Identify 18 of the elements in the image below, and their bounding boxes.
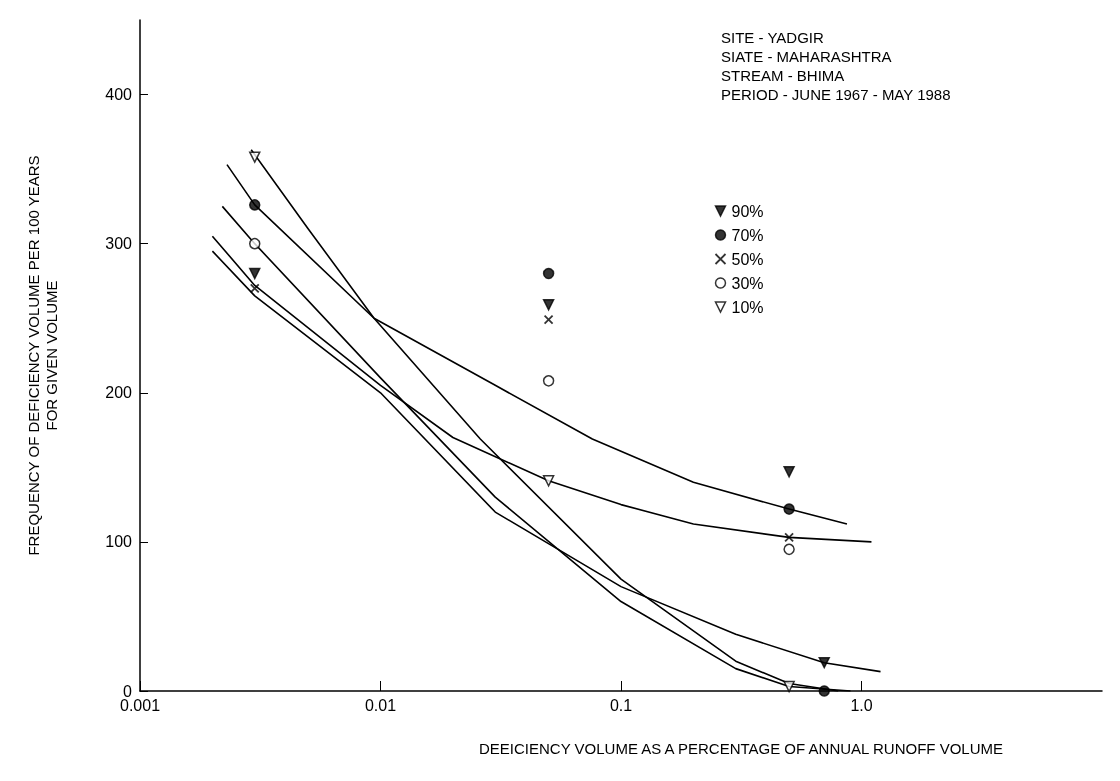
legend-label: 30% (731, 274, 764, 292)
annotation: PERIOD - JUNE 1967 - MAY 1988 (721, 86, 951, 103)
y-tick-label: 400 (105, 86, 133, 104)
annotation: SITE - YADGIR (721, 29, 824, 46)
x-tick-label: 0.01 (364, 696, 397, 714)
x-tick-label: 1.0 (850, 696, 873, 714)
legend-label: 50% (731, 250, 764, 268)
legend-label: 10% (731, 298, 764, 316)
x-tick-label: 0.1 (609, 696, 633, 714)
legend-label: 70% (731, 226, 764, 244)
y-tick-label: 200 (105, 384, 133, 402)
x-axis-title: DEEICIENCY VOLUME AS A PERCENTAGE OF ANNUAL RUNOFF VOLUME (478, 740, 1004, 757)
annotation: STREAM - BHIMA (721, 67, 845, 84)
y-axis-title: FREQUENCY OF DEFICIENCY VOLUME PER 100 YEARS FOR GIVEN VOLUME (24, 155, 60, 556)
y-tick-label: 300 (105, 235, 133, 253)
legend-label: 90% (731, 202, 764, 220)
y-tick-label: 100 (105, 533, 133, 551)
annotation: SIATE - MAHARASHTRA (721, 48, 892, 65)
